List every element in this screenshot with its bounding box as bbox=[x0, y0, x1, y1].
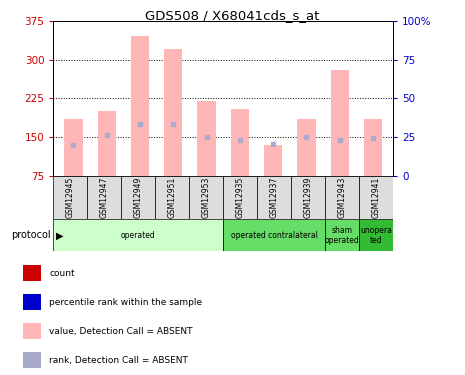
Bar bbox=[264, 145, 282, 176]
Text: unopera
ted: unopera ted bbox=[360, 226, 392, 245]
Bar bbox=[291, 176, 325, 219]
Text: GSM12941: GSM12941 bbox=[372, 177, 380, 218]
Text: GSM12943: GSM12943 bbox=[338, 177, 346, 219]
Bar bbox=[189, 176, 223, 219]
Text: GSM12947: GSM12947 bbox=[100, 177, 109, 219]
Bar bbox=[198, 101, 216, 176]
Text: GDS508 / X68041cds_s_at: GDS508 / X68041cds_s_at bbox=[145, 9, 319, 22]
Bar bbox=[53, 219, 223, 251]
Text: GSM12945: GSM12945 bbox=[66, 177, 75, 219]
Text: GSM12949: GSM12949 bbox=[134, 177, 143, 219]
Text: GSM12939: GSM12939 bbox=[304, 177, 312, 219]
Text: ▶: ▶ bbox=[56, 230, 63, 240]
Text: sham
operated: sham operated bbox=[325, 226, 359, 245]
Text: GSM12937: GSM12937 bbox=[270, 177, 279, 219]
Bar bbox=[223, 176, 257, 219]
Bar bbox=[23, 323, 40, 339]
Bar bbox=[223, 219, 325, 251]
Bar bbox=[331, 70, 349, 176]
Bar bbox=[164, 49, 182, 176]
Bar bbox=[87, 176, 121, 219]
Bar bbox=[297, 119, 316, 176]
Text: rank, Detection Call = ABSENT: rank, Detection Call = ABSENT bbox=[49, 356, 188, 365]
Bar bbox=[155, 176, 189, 219]
Bar bbox=[23, 265, 40, 281]
Text: operated contralateral: operated contralateral bbox=[231, 231, 318, 240]
Bar bbox=[325, 219, 359, 251]
Bar bbox=[64, 119, 83, 176]
Text: operated: operated bbox=[121, 231, 156, 240]
Bar bbox=[23, 294, 40, 310]
Bar bbox=[325, 176, 359, 219]
Text: value, Detection Call = ABSENT: value, Detection Call = ABSENT bbox=[49, 327, 193, 336]
Text: GSM12951: GSM12951 bbox=[168, 177, 177, 218]
Bar bbox=[231, 109, 249, 176]
Bar bbox=[121, 176, 155, 219]
Bar bbox=[364, 119, 382, 176]
Text: protocol: protocol bbox=[12, 230, 51, 240]
Text: GSM12935: GSM12935 bbox=[236, 177, 245, 219]
Bar bbox=[131, 36, 149, 176]
Text: percentile rank within the sample: percentile rank within the sample bbox=[49, 298, 203, 307]
Bar bbox=[359, 176, 393, 219]
Bar bbox=[23, 352, 40, 369]
Bar bbox=[98, 111, 116, 176]
Text: count: count bbox=[49, 269, 75, 278]
Bar bbox=[257, 176, 291, 219]
Bar bbox=[359, 219, 393, 251]
Text: GSM12953: GSM12953 bbox=[202, 177, 211, 219]
Bar bbox=[53, 176, 87, 219]
